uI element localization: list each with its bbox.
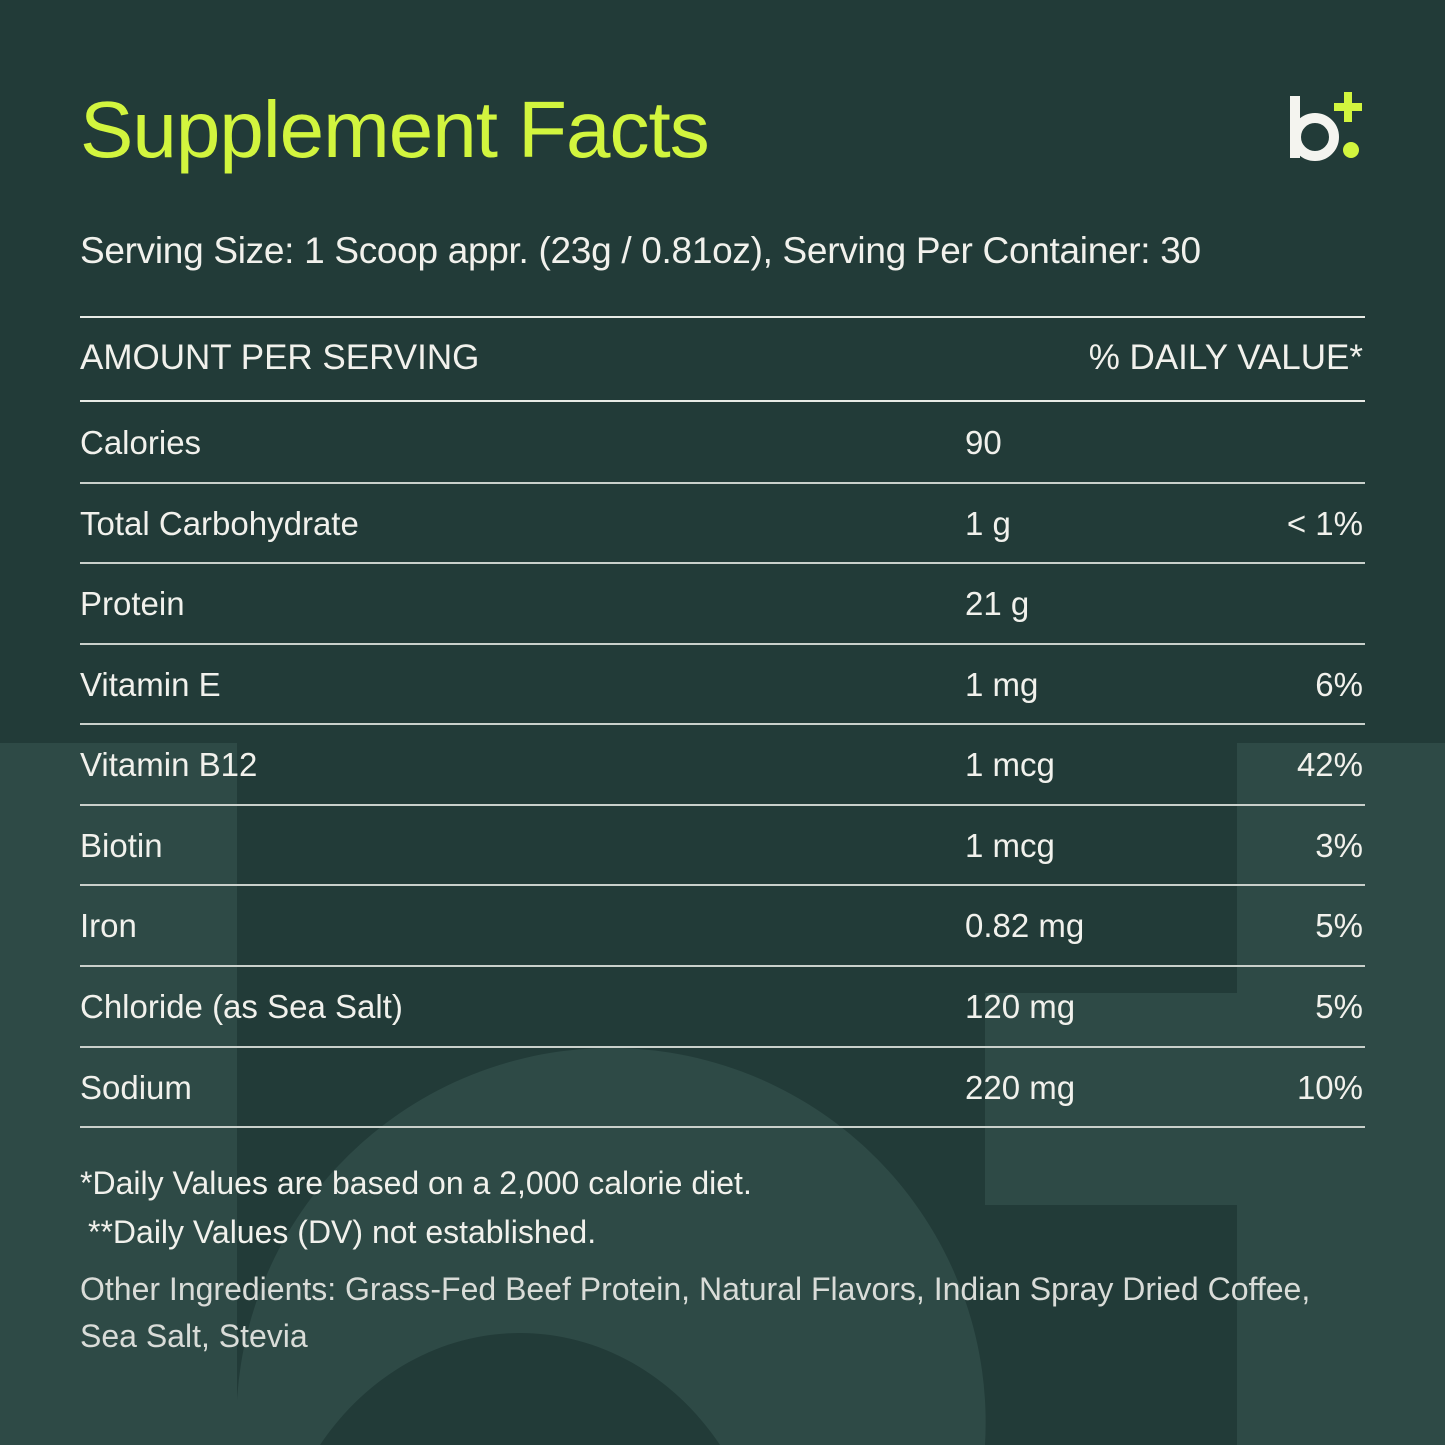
dv-not-established-footnote: **Daily Values (DV) not established. <box>88 1214 597 1250</box>
page-title: Supplement Facts <box>80 85 710 174</box>
divider <box>80 316 1365 318</box>
table-row: Calories 90 <box>80 402 1365 482</box>
nutrient-name: Protein <box>80 585 185 622</box>
divider <box>80 562 1365 564</box>
table-row: Vitamin E 1 mg 6% <box>80 644 1365 724</box>
nutrient-amount: 1 mg <box>965 666 1039 703</box>
nutrient-name: Vitamin E <box>80 666 221 703</box>
divider <box>80 1126 1365 1128</box>
nutrient-name: Sodium <box>80 1069 192 1106</box>
nutrient-amount: 90 <box>965 424 1002 461</box>
nutrient-amount: 120 mg <box>965 988 1076 1025</box>
nutrient-amount: 1 g <box>965 505 1011 542</box>
serving-info: Serving Size: 1 Scoop appr. (23g / 0.81o… <box>80 230 1201 271</box>
table-row: Total Carbohydrate 1 g < 1% <box>80 483 1365 563</box>
table-row: Iron 0.82 mg 5% <box>80 885 1365 965</box>
daily-values-footnote: *Daily Values are based on a 2,000 calor… <box>80 1165 752 1201</box>
nutrient-amount: 1 mcg <box>965 827 1055 864</box>
divider <box>80 965 1365 967</box>
nutrient-name: Calories <box>80 424 202 461</box>
nutrient-name: Chloride (as Sea Salt) <box>80 988 403 1025</box>
table-row: Chloride (as Sea Salt) 120 mg 5% <box>80 966 1365 1046</box>
nutrient-dv: 5% <box>1315 907 1363 944</box>
nutrient-name: Total Carbohydrate <box>80 505 359 542</box>
nutrient-amount: 0.82 mg <box>965 907 1085 944</box>
divider <box>80 400 1365 402</box>
nutrient-dv: 5% <box>1315 988 1363 1025</box>
nutrient-name: Biotin <box>80 827 163 864</box>
divider <box>80 723 1365 725</box>
divider <box>80 884 1365 886</box>
amount-per-serving-header: AMOUNT PER SERVING <box>80 338 480 377</box>
divider <box>80 804 1365 806</box>
nutrient-dv: < 1% <box>1286 505 1363 542</box>
table-row: Vitamin B12 1 mcg 42% <box>80 724 1365 804</box>
nutrient-dv: 42% <box>1296 746 1363 783</box>
nutrient-dv: 3% <box>1315 827 1363 864</box>
daily-value-header: % DAILY VALUE* <box>1088 338 1363 377</box>
nutrient-name: Vitamin B12 <box>80 746 258 783</box>
nutrient-amount: 1 mcg <box>965 746 1055 783</box>
divider <box>80 643 1365 645</box>
table-row: Protein 21 g <box>80 563 1365 643</box>
table-row: Sodium 220 mg 10% <box>80 1047 1365 1127</box>
nutrient-amount: 21 g <box>965 585 1030 622</box>
brand-logo <box>1290 92 1362 161</box>
divider <box>80 1046 1365 1048</box>
nutrient-name: Iron <box>80 907 137 944</box>
nutrient-dv: 10% <box>1296 1069 1363 1106</box>
nutrient-amount: 220 mg <box>965 1069 1076 1106</box>
divider <box>80 482 1365 484</box>
other-ingredients: Other Ingredients: Grass-Fed Beef Protei… <box>80 1271 1311 1354</box>
table-row: Biotin 1 mcg 3% <box>80 805 1365 885</box>
nutrient-dv: 6% <box>1315 666 1363 703</box>
